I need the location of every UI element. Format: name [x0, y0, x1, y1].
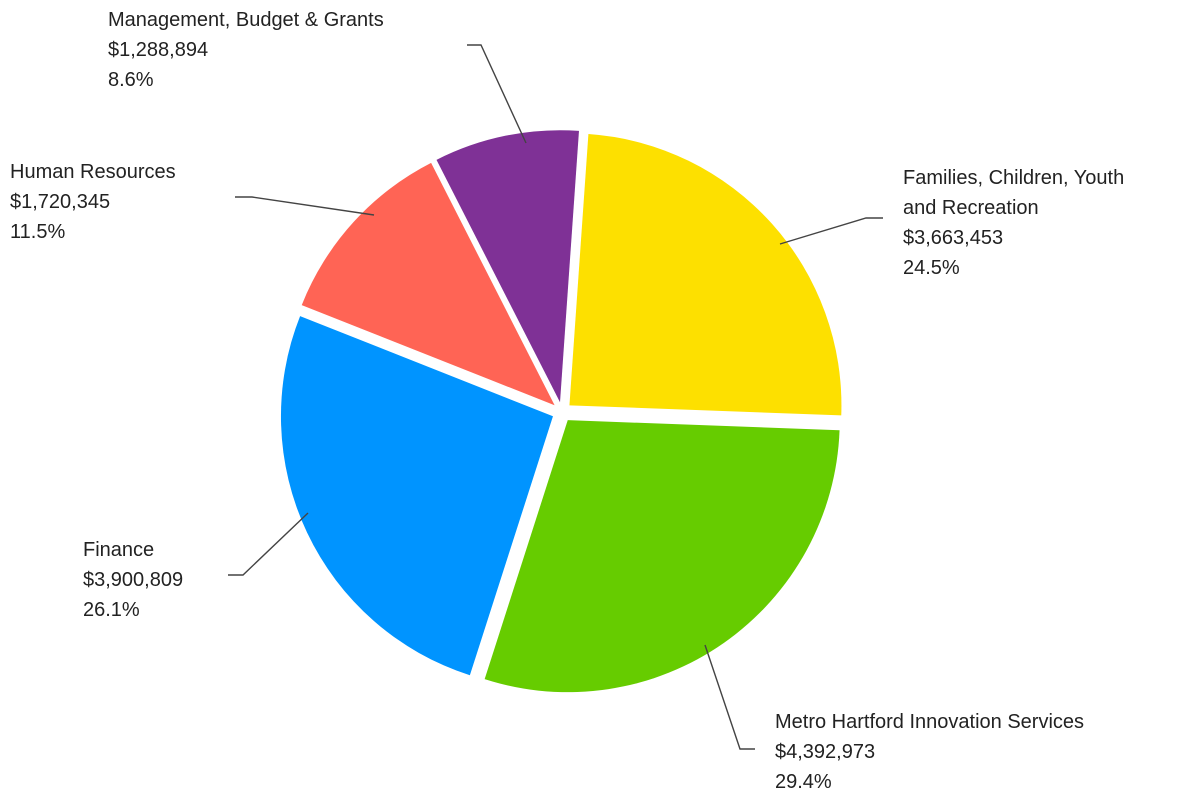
slice-percent-label: 11.5% [10, 221, 65, 243]
slice-percent-label: 24.5% [903, 257, 960, 279]
slice-value-label: $1,720,345 [10, 191, 110, 213]
slice-value-label: $1,288,894 [108, 39, 208, 61]
slice-name-label: Families, Children, Youth [903, 167, 1124, 189]
slice-label-2: Finance $3,900,809 26.1% [83, 539, 183, 621]
leader-line-4 [467, 44, 527, 144]
leader-lines-layer [228, 44, 883, 750]
slice-value-label: $3,900,809 [83, 569, 183, 591]
leader-line-1 [704, 644, 755, 750]
slice-name-label: Finance [83, 539, 154, 561]
pie-slice-3 [301, 162, 555, 406]
labels-layer: Families, Children, Youth and Recreation $… [10, 9, 1124, 793]
slices-layer [280, 130, 842, 693]
leader-line-0 [779, 217, 883, 245]
slice-name-label: Metro Hartford Innovation Services [775, 711, 1084, 733]
pie-slice-1 [484, 420, 840, 693]
slice-label-1: Metro Hartford Innovation Services $4,392… [775, 711, 1084, 793]
slice-value-label: $4,392,973 [775, 741, 875, 763]
slice-label-4: Management, Budget & Grants $1,288,894 8.6… [108, 9, 384, 91]
slice-percent-label: 8.6% [108, 69, 154, 91]
pie-slice-2 [280, 316, 553, 676]
pie-slice-0 [569, 133, 842, 416]
slice-label-0: Families, Children, Youth and Recreation $… [903, 167, 1124, 279]
slice-percent-label: 29.4% [775, 771, 832, 793]
leader-line-3 [235, 196, 375, 216]
slice-name-label: Management, Budget & Grants [108, 9, 384, 31]
slice-name-label: and Recreation [903, 197, 1039, 219]
slice-name-label: Human Resources [10, 161, 176, 183]
slice-label-3: Human Resources $1,720,345 11.5% [10, 161, 176, 243]
slice-percent-label: 26.1% [83, 599, 140, 621]
slice-value-label: $3,663,453 [903, 227, 1003, 249]
pie-slice-4 [436, 130, 579, 403]
leader-line-2 [228, 512, 309, 576]
